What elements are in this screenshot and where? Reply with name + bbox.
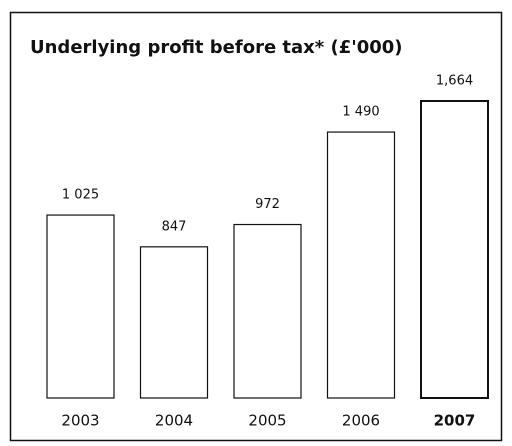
x-tick-label: 2005 — [248, 412, 286, 430]
value-label: 972 — [255, 197, 280, 212]
bar — [420, 100, 489, 399]
x-tick-label: 2006 — [342, 412, 380, 430]
value-label: 1 025 — [62, 188, 99, 203]
bar — [46, 214, 115, 399]
value-label: 1,664 — [436, 74, 473, 89]
bar — [139, 246, 209, 399]
bar — [326, 131, 396, 399]
bar — [233, 223, 302, 399]
value-label: 1 490 — [342, 105, 379, 120]
chart-title: Underlying profit before tax* (£'000) — [30, 37, 403, 58]
x-tick-label: 2003 — [61, 412, 99, 430]
value-label: 847 — [162, 219, 187, 234]
x-tick-label: 2007 — [434, 412, 476, 430]
frame — [9, 11, 503, 442]
x-tick-label: 2004 — [155, 412, 193, 430]
